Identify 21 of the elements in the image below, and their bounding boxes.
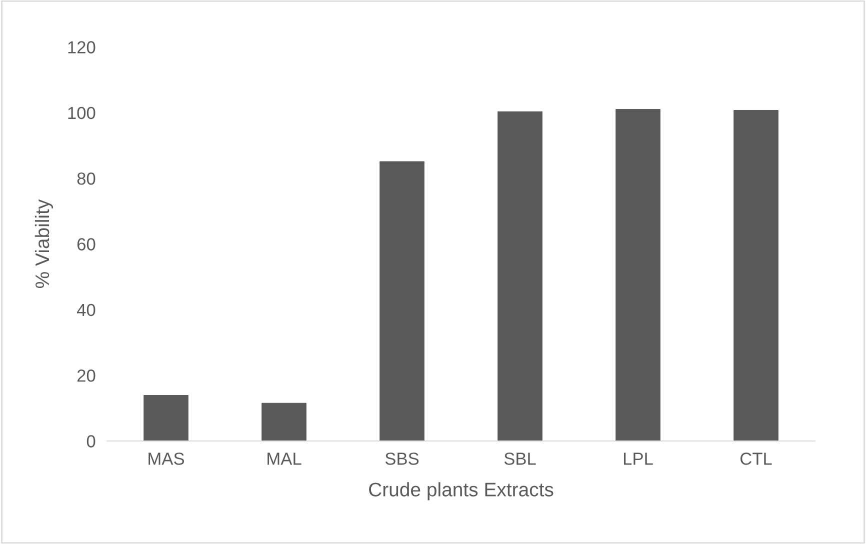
x-tick-label: LPL (624, 452, 653, 465)
x-tick-label: MAS (148, 452, 184, 465)
bar (734, 110, 778, 441)
bar (144, 395, 188, 441)
y-tick-label: 120 (68, 41, 96, 54)
y-tick-label: 40 (76, 304, 96, 316)
y-tick-label: 60 (77, 238, 96, 250)
y-axis-title: % Viability (34, 199, 54, 288)
bar (498, 111, 542, 441)
y-tick-label: 20 (77, 370, 96, 382)
bar (616, 109, 660, 441)
y-tick-label: 80 (77, 172, 96, 185)
bar (380, 161, 424, 441)
x-tick-label: CTL (740, 452, 772, 465)
bar (262, 402, 306, 441)
x-tick-label: MAL (268, 452, 302, 465)
x-tick-label: SBL (504, 452, 536, 465)
y-tick-label: 0 (86, 435, 96, 448)
x-tick-label: SBS (385, 452, 419, 465)
x-axis-title: Crude plants Extracts (369, 482, 554, 500)
y-tick-label: 100 (68, 106, 96, 120)
